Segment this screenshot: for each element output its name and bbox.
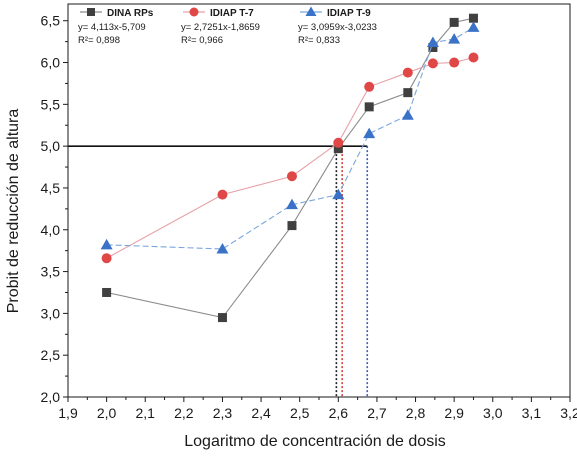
series-line	[106, 17, 474, 319]
x-tick-label: 3,1	[522, 405, 542, 421]
data-point-triangle	[448, 33, 461, 44]
y-tick-label: 3,5	[41, 264, 61, 280]
legend: DINA RPs y= 4,113x-5,709 R²= 0,898 IDIAP T-…	[78, 6, 377, 46]
x-tick-label: 2,3	[213, 405, 233, 421]
x-axis-ticks: 1,9 2,0 2,1 2,2 2,3 2,4 2,5 2,6 2,7 2,8 2,9 3,0 3,1 3…	[58, 397, 577, 421]
legend-r2: R²= 0,898	[78, 35, 120, 46]
y-tick-label: 4,5	[41, 180, 61, 196]
data-point-square	[102, 287, 112, 297]
legend-marker-square	[87, 8, 95, 16]
legend-marker-circle	[189, 7, 199, 17]
series-1	[101, 52, 479, 264]
legend-series-name: IDIAP T-9	[327, 8, 371, 19]
data-point-circle	[217, 189, 228, 200]
legend-item-0: DINA RPs y= 4,113x-5,709 R²= 0,898	[78, 8, 154, 46]
y-tick-label: 6,0	[41, 55, 61, 71]
x-tick-label: 2,1	[135, 405, 155, 421]
data-point-triangle	[426, 36, 439, 47]
data-point-triangle	[332, 188, 345, 200]
legend-r2: R²= 0,833	[298, 35, 340, 46]
data-point-square	[403, 88, 413, 98]
plot-frame	[67, 3, 571, 398]
x-tick-label: 3,0	[483, 405, 503, 421]
plot-border	[67, 3, 571, 398]
data-point-circle	[427, 58, 438, 69]
data-point-circle	[101, 253, 112, 264]
series-line	[106, 26, 474, 250]
y-tick-label: 6,5	[41, 13, 61, 29]
data-point-circle	[364, 81, 375, 92]
legend-item-1: IDIAP T-7 y= 2,7251x-1,8659 R²= 0,966	[181, 7, 260, 46]
x-axis-label: Logaritmo de concentración de dosis	[184, 433, 446, 450]
data-point-triangle	[401, 109, 414, 120]
series-layer	[100, 13, 480, 323]
legend-item-2: IDIAP T-9 y= 3,0959x-3,0233 R²= 0,833	[298, 6, 377, 46]
data-point-triangle	[467, 21, 480, 32]
x-tick-label: 2,4	[251, 405, 271, 421]
series-0	[102, 13, 478, 323]
data-point-square	[468, 13, 478, 23]
data-point-triangle	[363, 127, 376, 139]
x-tick-label: 2,7	[367, 405, 387, 421]
data-point-circle	[286, 171, 297, 182]
x-tick-label: 2,6	[329, 405, 349, 421]
data-point-square	[428, 42, 438, 52]
data-point-circle	[333, 137, 344, 148]
data-point-square	[217, 313, 227, 323]
data-point-circle	[402, 67, 413, 78]
y-axis-label: Probit de reducción de altura	[5, 109, 22, 314]
data-point-triangle	[285, 198, 298, 210]
x-tick-label: 2,8	[406, 405, 426, 421]
legend-r2: R²= 0,966	[181, 35, 223, 46]
data-point-square	[364, 102, 374, 112]
y-tick-label: 5,0	[41, 138, 61, 154]
x-tick-label: 1,9	[58, 405, 78, 421]
data-point-square	[449, 17, 459, 27]
legend-equation: y= 2,7251x-1,8659	[181, 22, 260, 33]
y-tick-label: 5,5	[41, 96, 61, 112]
legend-series-name: DINA RPs	[107, 8, 154, 19]
x-tick-label: 2,2	[174, 405, 194, 421]
legend-series-name: IDIAP T-7	[210, 8, 254, 19]
legend-marker-triangle	[305, 6, 317, 16]
x-tick-label: 3,2	[560, 405, 577, 421]
legend-equation: y= 3,0959x-3,0233	[298, 22, 377, 33]
data-point-triangle	[216, 242, 229, 254]
legend-equation: y= 4,113x-5,709	[78, 22, 146, 33]
data-point-square	[333, 144, 343, 154]
x-tick-label: 2,5	[290, 405, 310, 421]
data-point-circle	[449, 57, 460, 68]
reference-lines	[68, 145, 369, 397]
y-tick-label: 3,0	[41, 305, 61, 321]
x-tick-label: 2,0	[97, 405, 117, 421]
y-tick-label: 4,0	[41, 222, 61, 238]
y-axis-ticks: 2,0 2,5 3,0 3,5 4,0 4,5 5,0 5,5 6,0 6,5	[41, 13, 68, 405]
y-tick-label: 2,5	[41, 347, 61, 363]
data-point-square	[287, 221, 297, 231]
y-tick-label: 2,0	[41, 389, 61, 405]
x-tick-label: 2,9	[444, 405, 464, 421]
data-point-circle	[468, 52, 479, 63]
data-point-triangle	[100, 238, 113, 250]
series-2	[100, 21, 480, 254]
